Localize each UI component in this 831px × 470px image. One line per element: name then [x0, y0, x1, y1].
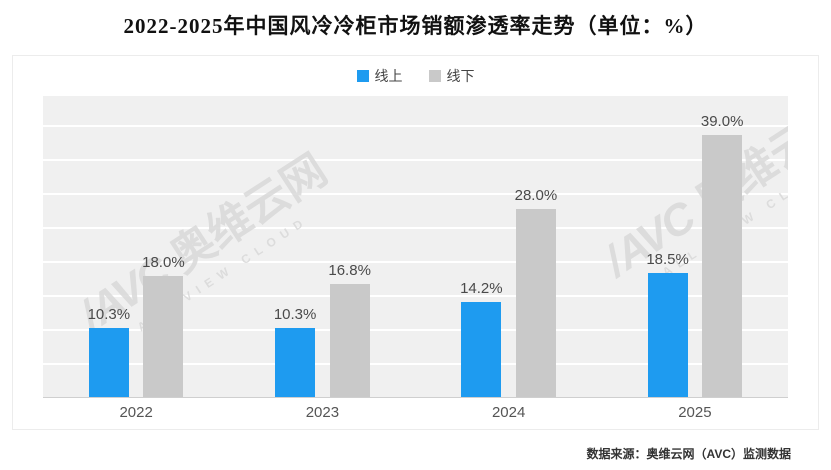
- bar-value-label: 18.0%: [142, 254, 185, 271]
- bar-线上-2023: [275, 328, 316, 397]
- bar-column: 10.3%: [87, 306, 131, 397]
- bar-column: 16.8%: [328, 262, 371, 397]
- bar-group-2022: 10.3% 18.0%: [43, 96, 229, 397]
- bar-线上-2022: [88, 328, 129, 397]
- bar-value-label: 18.5%: [646, 251, 689, 268]
- x-axis-label-2024: 2024: [491, 404, 526, 421]
- bar-value-label: 16.8%: [328, 262, 371, 279]
- chart-title: 2022-2025年中国风冷冷柜市场销额渗透率走势（单位：%）: [123, 14, 708, 38]
- bar-value-label: 10.3%: [87, 306, 131, 323]
- bar-column: 10.3%: [273, 306, 317, 397]
- bar-column: 14.2%: [460, 280, 503, 397]
- legend-label-offline: 线下: [446, 68, 475, 84]
- bar-线上-2025: [647, 273, 688, 397]
- bar-value-label: 28.0%: [514, 187, 558, 204]
- bar-group-2024: 14.2% 28.0%: [416, 96, 602, 397]
- bar-value-label: 10.3%: [273, 306, 317, 323]
- x-axis-labels: 2022 2023 2024 2025: [43, 404, 788, 421]
- bar-线下-2025: [702, 135, 743, 397]
- bar-value-label: 14.2%: [460, 280, 503, 297]
- x-axis-label-2025: 2025: [678, 404, 712, 421]
- bar-column: 18.5%: [646, 251, 689, 397]
- legend-label-online: 线上: [374, 68, 403, 84]
- bar-group-2023: 10.3% 16.8%: [229, 96, 415, 397]
- x-axis-label-2023: 2023: [305, 404, 340, 421]
- bar-column: 18.0%: [142, 254, 185, 397]
- bar-group-2025: 18.5% 39.0%: [602, 96, 788, 397]
- plot-area: /AVC 奥维云网 ALL VIEW CLOUD /AVC 奥维云网 ALL V…: [43, 96, 788, 398]
- bar-column: 39.0%: [700, 113, 744, 397]
- bar-线上-2024: [461, 302, 502, 397]
- legend-item-online: 线上: [356, 66, 403, 86]
- data-source-note: 数据来源：奥维云网（AVC）监测数据: [586, 447, 791, 461]
- chart-legend: 线上 线下: [13, 66, 818, 86]
- bar-groups: 10.3% 18.0% 10.3% 16.8% 14.2% 28.0% 18.5% 39.0%: [43, 96, 788, 397]
- x-axis-label-2022: 2022: [119, 404, 153, 421]
- legend-item-offline: 线下: [428, 66, 475, 86]
- chart-panel: 线上 线下 /AVC 奥维云网 ALL VIEW CLOUD /AVC 奥维云网: [12, 55, 819, 430]
- bar-线下-2023: [329, 284, 370, 397]
- legend-swatch-offline-icon: [428, 70, 441, 82]
- bar-column: 28.0%: [514, 187, 558, 397]
- bar-线下-2024: [515, 209, 556, 397]
- legend-swatch-online-icon: [356, 70, 369, 82]
- bar-value-label: 39.0%: [700, 113, 744, 130]
- bar-线下-2022: [143, 276, 184, 397]
